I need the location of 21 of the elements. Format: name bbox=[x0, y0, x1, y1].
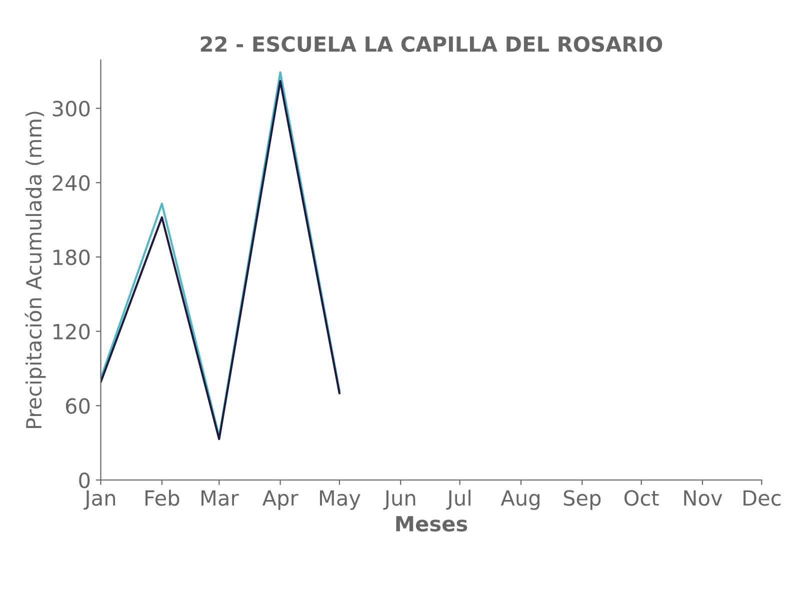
x-tick-label: Mar bbox=[202, 490, 239, 506]
x-tick-label: Jan bbox=[84, 490, 116, 510]
x-tick-label: Apr bbox=[262, 490, 298, 510]
x-tick-label: Aug bbox=[500, 490, 540, 510]
y-tick-label: 0 bbox=[79, 472, 90, 488]
y-tick-label: 120 bbox=[54, 324, 90, 340]
y-tick-label: 60 bbox=[66, 398, 90, 414]
x-tick-label: Dec bbox=[744, 490, 781, 506]
x-tick-label: Sep bbox=[564, 490, 601, 510]
y-tick-label: 240 bbox=[52, 175, 90, 191]
x-axis-title: Meses bbox=[396, 516, 468, 532]
y-axis-title: Precipitación Acumulada (mm) bbox=[24, 112, 46, 428]
y-tick-label: 300 bbox=[52, 100, 90, 117]
x-tick-label: Jul bbox=[446, 490, 470, 510]
x-tick-label: Nov bbox=[684, 490, 722, 506]
chart-title: 22 - ESCUELA LA CAPILLA DEL ROSARIO bbox=[200, 36, 662, 52]
x-tick-label: Jun bbox=[383, 490, 416, 510]
x-tick-label: Oct bbox=[624, 490, 659, 506]
x-tick-label: Feb bbox=[146, 490, 180, 506]
y-tick-label: 180 bbox=[54, 249, 90, 266]
x-tick-label: May bbox=[320, 490, 360, 510]
